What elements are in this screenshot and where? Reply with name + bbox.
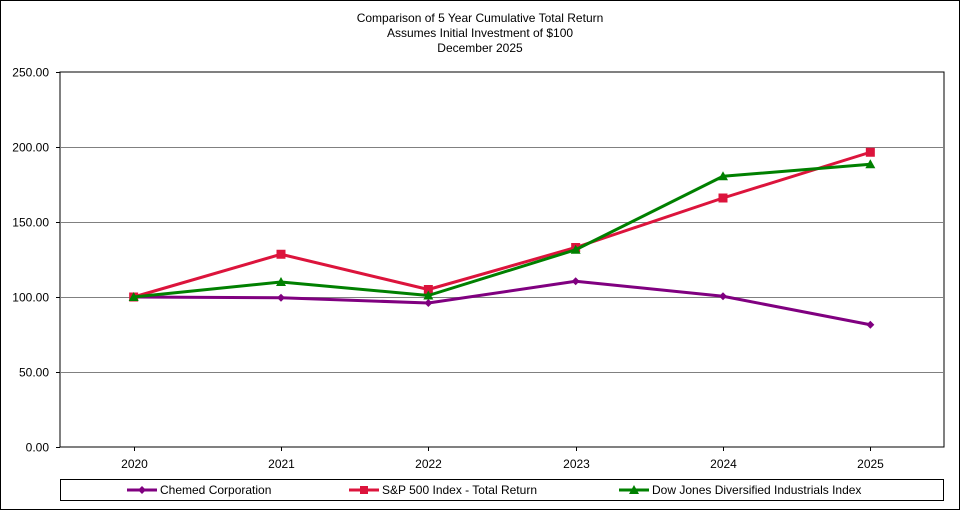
legend-item-sp500: S&P 500 Index - Total Return: [349, 480, 537, 500]
y-tick-label: 50.00: [19, 366, 49, 380]
data-point-square: [276, 249, 286, 259]
y-tick-label: 0.00: [26, 441, 50, 455]
chart-subtitle-investment: Assumes Initial Investment of $100: [386, 26, 574, 40]
legend-swatch-chemed: [127, 486, 157, 494]
legend-swatch-dow-jones: [619, 485, 649, 494]
series-line-0: [133, 279, 871, 327]
y-tick-label: 100.00: [12, 291, 49, 305]
chart-title: Comparison of 5 Year Cumulative Total Re…: [356, 11, 604, 25]
data-point-diamond: [571, 277, 580, 286]
legend-label-dow-jones: Dow Jones Diversified Industrials Index: [652, 483, 862, 497]
data-point-diamond: [277, 293, 285, 302]
data-point-diamond: [424, 299, 433, 307]
legend-item-dow-jones: Dow Jones Diversified Industrials Index: [619, 480, 861, 500]
y-tick-label: 200.00: [12, 141, 49, 155]
y-tick-label: 250.00: [12, 66, 49, 80]
data-point-triangle: [570, 244, 581, 254]
line-chart: 0.00 50.00 100.00 150.00 200.00 250.00 2020 202…: [12, 66, 945, 471]
data-point-square: [423, 285, 433, 294]
data-point-triangle: [128, 292, 139, 301]
x-tick-label: 2023: [563, 457, 590, 471]
data-point-triangle: [276, 277, 286, 286]
chart-legend: Chemed Corporation S&P 500 Index - Total…: [60, 479, 944, 501]
data-point-triangle: [423, 290, 434, 300]
x-tick-label: 2025: [857, 457, 884, 471]
legend-label-sp500: S&P 500 Index - Total Return: [382, 483, 537, 497]
series-line-2: [133, 162, 871, 299]
data-point-diamond: [866, 320, 875, 329]
data-point-diamond: [719, 292, 727, 301]
data-point-triangle: [718, 171, 728, 181]
legend-label-chemed: Chemed Corporation: [160, 483, 272, 497]
y-tick-label: 150.00: [12, 216, 49, 230]
data-point-square: [718, 193, 728, 203]
data-point-triangle: [865, 159, 876, 169]
chart-subtitle-date: December 2025: [437, 41, 523, 55]
data-point-square: [865, 147, 875, 157]
x-tick-label: 2021: [268, 457, 295, 471]
x-tick-label: 2020: [121, 457, 148, 471]
plot-area: [59, 71, 945, 448]
x-tick-label: 2024: [710, 457, 737, 471]
legend-item-chemed: Chemed Corporation: [127, 480, 271, 500]
legend-swatch-sp500: [349, 486, 379, 494]
x-tick-label: 2022: [415, 457, 442, 471]
series-line-1: [133, 150, 871, 299]
